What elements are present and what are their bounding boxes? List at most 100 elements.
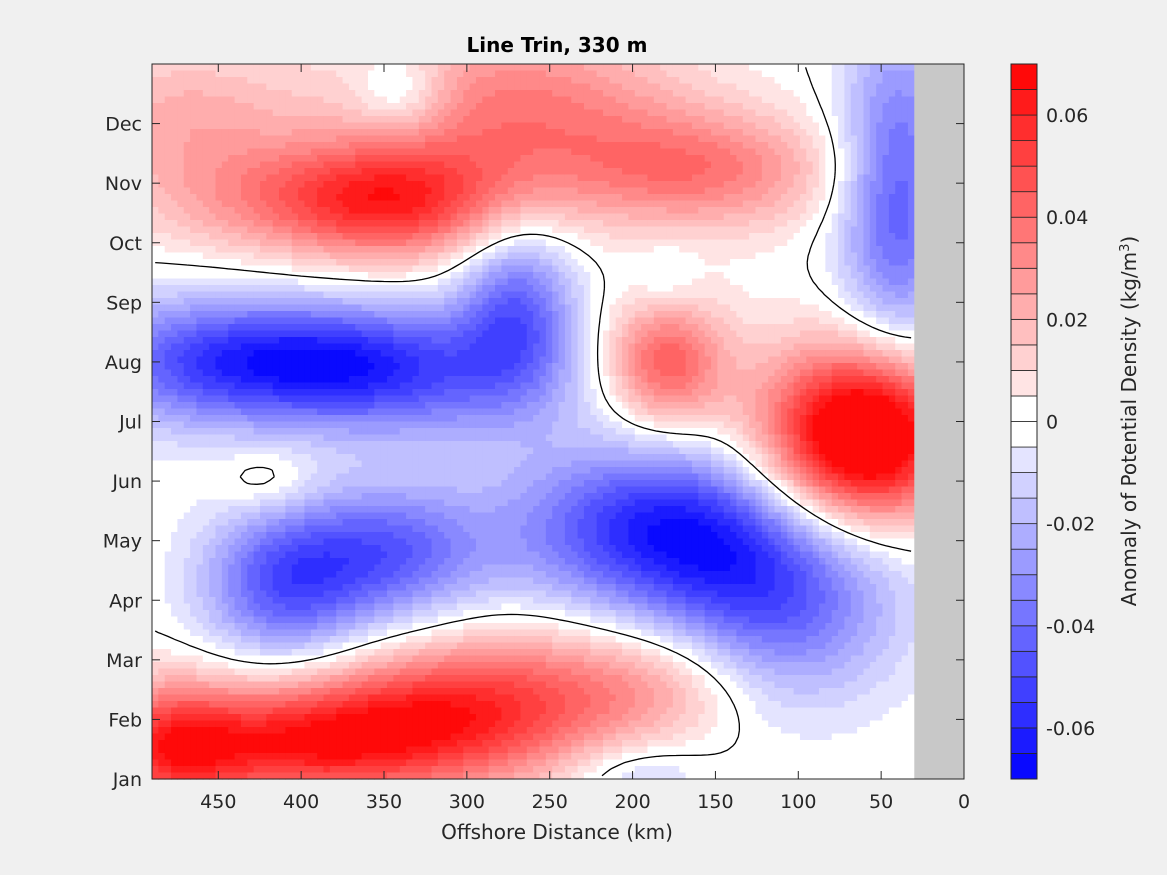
heatmap-cell (240, 83, 248, 91)
heatmap-cell (355, 187, 363, 195)
heatmap-cell (463, 142, 471, 150)
heatmap-cell (717, 64, 725, 72)
heatmap-cell (666, 155, 674, 163)
heatmap-cell (495, 129, 502, 137)
heatmap-cell (158, 330, 166, 338)
heatmap-cell (171, 64, 179, 72)
heatmap-cell (761, 96, 769, 104)
heatmap-cell (209, 233, 217, 241)
heatmap-cell (196, 239, 204, 247)
heatmap-cell (628, 304, 636, 312)
heatmap-cell (704, 311, 712, 319)
heatmap-cell (736, 161, 744, 169)
heatmap-cell (863, 161, 871, 169)
heatmap-cell (539, 324, 547, 332)
heatmap-cell (577, 168, 585, 176)
heatmap-cell (590, 213, 598, 221)
heatmap-cell (437, 220, 445, 228)
heatmap-cell (495, 324, 502, 332)
heatmap-cell (475, 311, 483, 319)
heatmap-cell (761, 220, 769, 228)
heatmap-cell (876, 96, 884, 104)
heatmap-cell (240, 233, 248, 241)
heatmap-cell (177, 64, 185, 72)
heatmap-cell (520, 187, 528, 195)
heatmap-cell (406, 181, 414, 189)
heatmap-cell (361, 278, 369, 286)
heatmap-cell (488, 135, 496, 143)
heatmap-cell (285, 148, 293, 156)
heatmap-cell (888, 148, 896, 156)
heatmap-cell (774, 233, 782, 241)
heatmap-cell (742, 259, 750, 267)
heatmap-cell (717, 90, 725, 98)
heatmap-cell (819, 142, 826, 150)
heatmap-cell (469, 304, 477, 312)
heatmap-cell (285, 194, 293, 202)
heatmap-cell (495, 239, 502, 247)
heatmap-cell (361, 181, 369, 189)
heatmap-cell (844, 161, 852, 169)
heatmap-cell (691, 207, 699, 215)
heatmap-cell (666, 226, 674, 234)
heatmap-cell (787, 220, 795, 228)
heatmap-cell (196, 83, 204, 91)
heatmap-cell (418, 304, 426, 312)
heatmap-cell (234, 96, 242, 104)
heatmap-cell (437, 200, 445, 208)
heatmap-cell (755, 220, 763, 228)
heatmap-cell (711, 174, 718, 182)
heatmap-cell (603, 64, 610, 72)
heatmap-cell (495, 304, 502, 312)
heatmap-cell (507, 200, 515, 208)
heatmap-cell (514, 148, 522, 156)
heatmap-cell (418, 233, 426, 241)
heatmap-cell (634, 226, 642, 234)
heatmap-cell (304, 265, 312, 273)
heatmap-cell (558, 200, 566, 208)
heatmap-cell (787, 213, 795, 221)
heatmap-cell (876, 233, 884, 241)
heatmap-cell (482, 252, 490, 260)
heatmap-cell (653, 291, 661, 299)
heatmap-cell (348, 142, 356, 150)
heatmap-cell (552, 200, 560, 208)
heatmap-cell (463, 246, 471, 254)
heatmap-cell (901, 135, 909, 143)
heatmap-cell (406, 142, 414, 150)
heatmap-cell (190, 298, 198, 306)
heatmap-cell (336, 96, 344, 104)
heatmap-cell (780, 233, 788, 241)
heatmap-cell (558, 278, 566, 286)
heatmap-cell (755, 135, 763, 143)
heatmap-cell (488, 233, 496, 241)
heatmap-cell (323, 259, 331, 267)
heatmap-cell (672, 259, 680, 267)
heatmap-cell (539, 194, 547, 202)
heatmap-cell (406, 77, 414, 85)
heatmap-cell (399, 181, 407, 189)
heatmap-cell (272, 285, 280, 293)
heatmap-cell (507, 330, 515, 338)
heatmap-cell (838, 291, 846, 299)
heatmap-cell (672, 278, 680, 286)
heatmap-cell (196, 278, 204, 286)
heatmap-cell (761, 324, 769, 332)
heatmap-cell (228, 311, 236, 319)
heatmap-cell (291, 135, 299, 143)
heatmap-cell (704, 64, 712, 72)
heatmap-cell (298, 109, 306, 117)
heatmap-cell (171, 272, 179, 280)
heatmap-cell (844, 70, 852, 78)
heatmap-cell (177, 233, 185, 241)
heatmap-cell (812, 122, 820, 130)
heatmap-cell (304, 317, 312, 325)
heatmap-cell (622, 278, 630, 286)
heatmap-cell (755, 103, 763, 111)
heatmap-cell (679, 168, 687, 176)
heatmap-cell (641, 90, 649, 98)
heatmap-cell (310, 70, 318, 78)
heatmap-cell (425, 142, 433, 150)
heatmap-cell (583, 122, 591, 130)
heatmap-cell (164, 304, 172, 312)
